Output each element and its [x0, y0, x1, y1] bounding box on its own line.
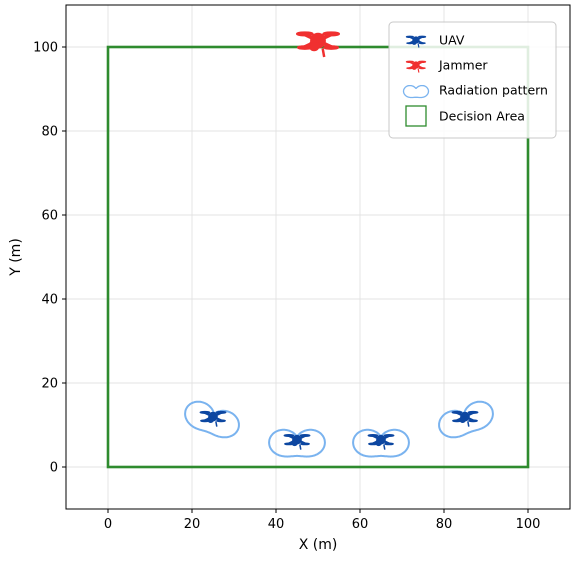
- radiation-pattern-curve: [352, 428, 410, 458]
- y-axis-label: Y (m): [8, 238, 24, 277]
- legend-box: [388, 21, 557, 139]
- legend-handle-radiation-pattern: [402, 84, 430, 99]
- axes-frame: [65, 4, 571, 510]
- x-tick-label: 20: [184, 517, 201, 532]
- x-axis-label: X (m): [299, 537, 338, 553]
- y-tick-label: 60: [41, 209, 58, 224]
- y-tick-label: 0: [50, 461, 58, 476]
- x-tick-label: 80: [436, 517, 453, 532]
- legend: UAV Jammer Radiation pattern Decision Area: [388, 21, 557, 139]
- legend-label: Decision Area: [439, 109, 525, 124]
- legend-label: UAV: [439, 33, 465, 48]
- x-tick-label: 100: [516, 517, 541, 532]
- axis-ticks: 0 20 40 60 80 100 0 20 40 60 80 100: [33, 41, 540, 533]
- y-tick-label: 20: [41, 377, 58, 392]
- radiation-pattern-curve: [438, 400, 494, 439]
- x-tick-label: 60: [352, 517, 369, 532]
- y-tick-label: 100: [33, 41, 58, 56]
- x-tick-label: 0: [104, 517, 112, 532]
- legend-handle-decision-area: [405, 105, 427, 127]
- radiation-pattern-curve: [268, 428, 326, 458]
- legend-label: Radiation pattern: [439, 83, 548, 98]
- legend-label: Jammer: [438, 58, 488, 73]
- x-tick-label: 40: [268, 517, 285, 532]
- y-tick-label: 80: [41, 125, 58, 140]
- y-tick-label: 40: [41, 293, 58, 308]
